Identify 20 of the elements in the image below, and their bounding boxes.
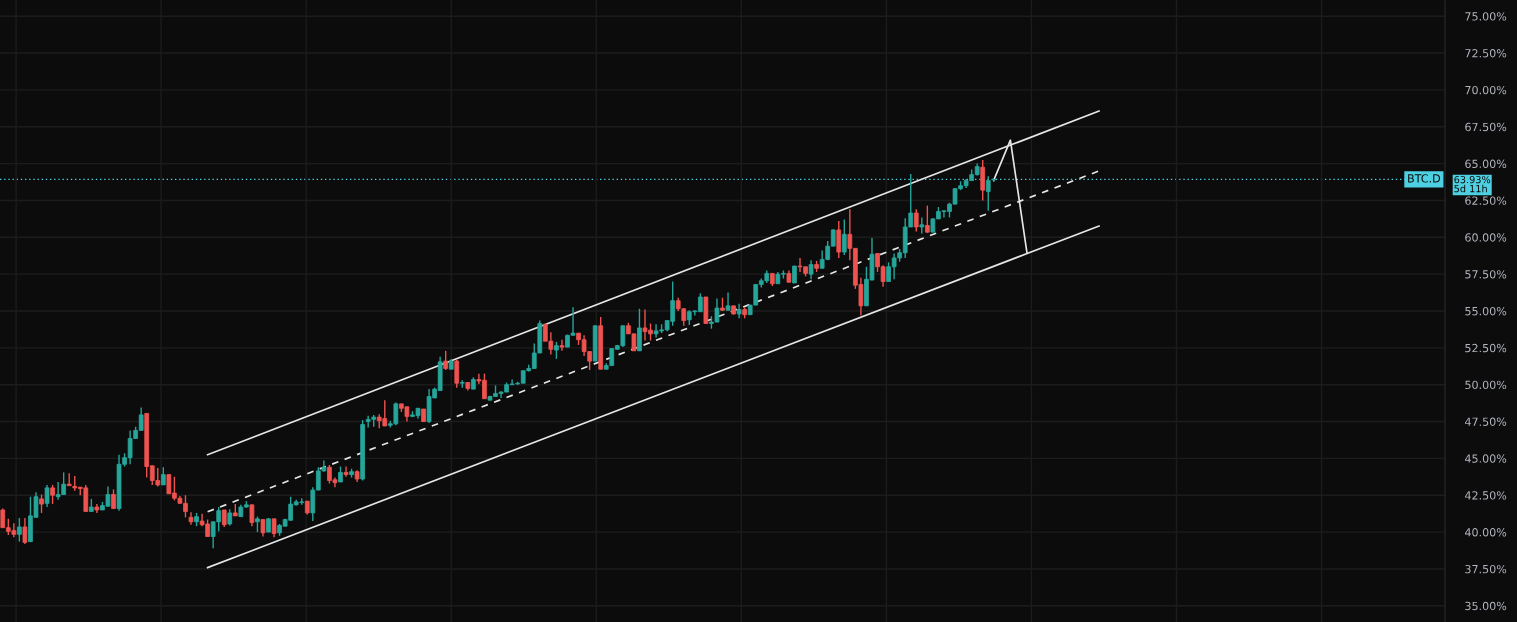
y-tick-label: 75.00% (1465, 12, 1507, 21)
y-tick-label: 50.00% (1465, 380, 1507, 390)
y-tick-label: 45.00% (1464, 454, 1507, 463)
y-tick-label: 72.50% (1465, 49, 1507, 58)
y-tick-label: 40.00% (1464, 528, 1507, 537)
y-tick-label: 70.00% (1465, 85, 1507, 95)
y-tick-label: 52.50% (1465, 343, 1507, 353)
y-tick-label: 55.00% (1465, 306, 1507, 316)
y-tick-label: 60.00% (1465, 233, 1507, 242)
y-tick-label: 65.00% (1465, 159, 1507, 168)
y-tick-label: 42.50% (1464, 491, 1507, 500)
text: 63.93% (1454, 175, 1491, 184)
y-tick-label: 37.50% (1465, 564, 1507, 574)
y-tick-label: 62.50% (1465, 196, 1507, 205)
y-tick-label: 35.00% (1465, 601, 1507, 611)
y-tick-label: 57.50% (1465, 270, 1507, 279)
ref-line-label: BTC.D (1408, 174, 1441, 183)
y-tick-label: 67.50% (1465, 122, 1507, 132)
y-tick-label: 47.50% (1464, 417, 1507, 426)
text: 5d 11h (1454, 184, 1487, 193)
